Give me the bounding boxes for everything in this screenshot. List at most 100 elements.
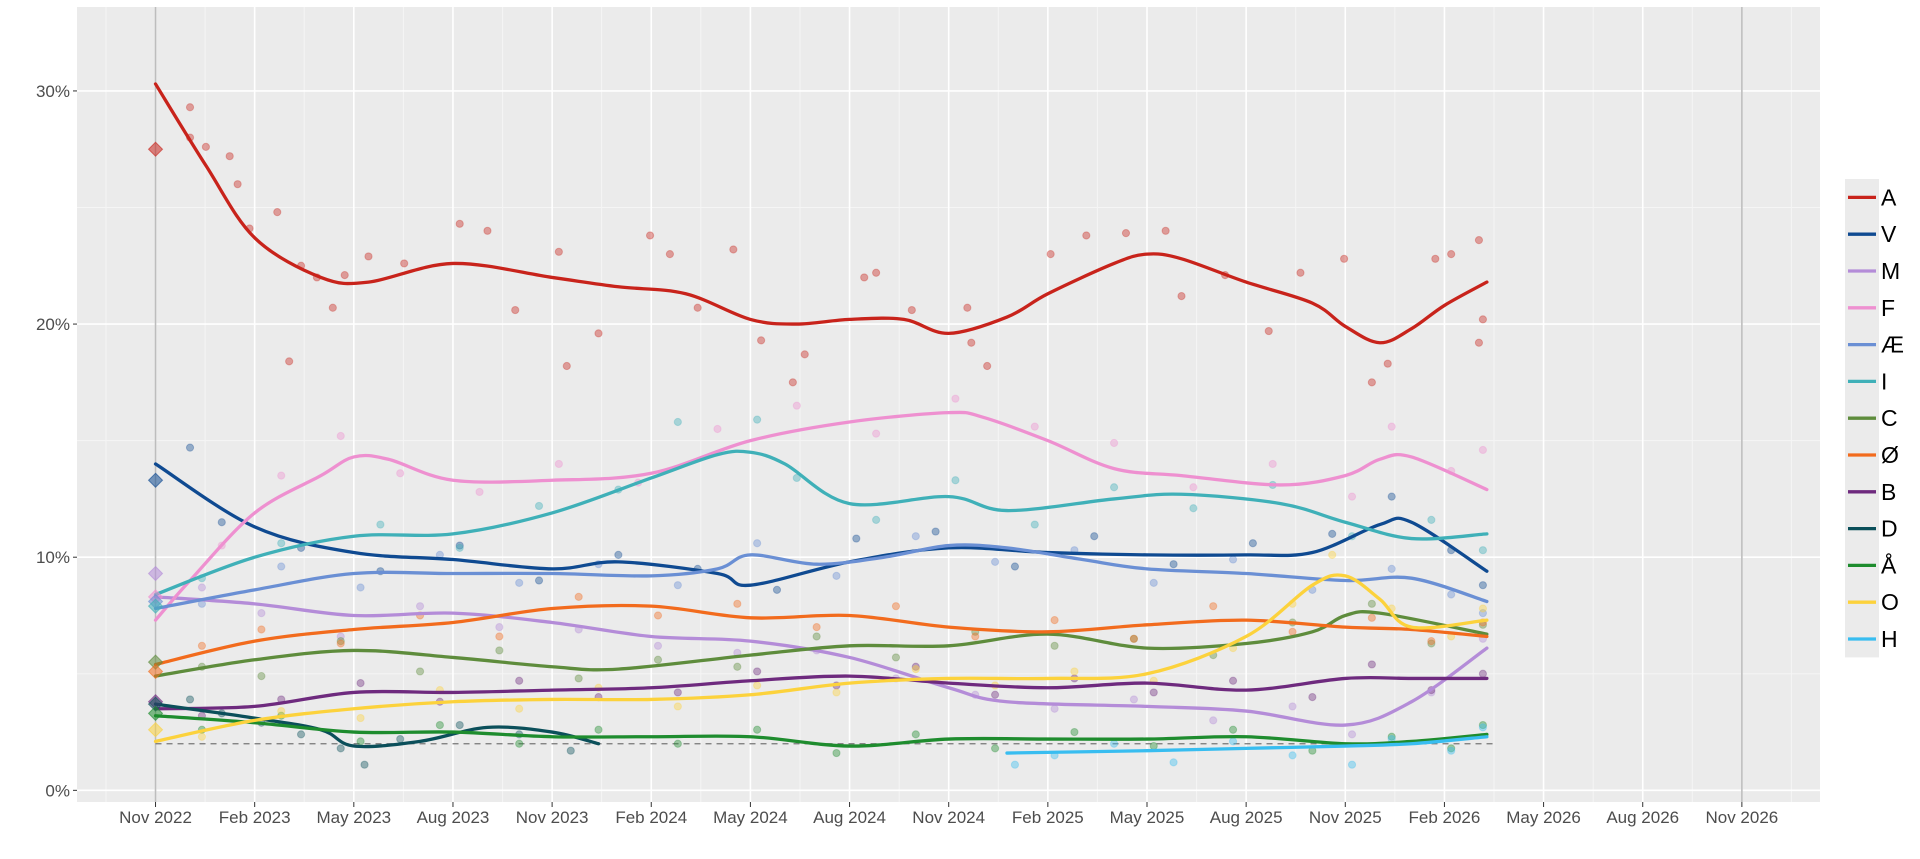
poll-point xyxy=(197,583,207,592)
poll-point xyxy=(753,681,762,690)
x-tick-label: Nov 2026 xyxy=(1705,808,1778,827)
poll-point xyxy=(872,515,881,525)
poll-point xyxy=(495,623,504,632)
poll-point xyxy=(1209,716,1218,725)
poll-point xyxy=(400,259,409,268)
poll-point xyxy=(1328,550,1337,559)
poll-point xyxy=(967,338,976,347)
poll-points-oe xyxy=(197,592,1488,650)
poll-point xyxy=(455,543,464,552)
poll-point xyxy=(1050,616,1059,625)
poll-point xyxy=(713,424,722,434)
poll-point xyxy=(336,632,345,641)
election-result-marker-aa xyxy=(147,705,164,722)
election-result-marker-a xyxy=(147,141,164,157)
poll-point xyxy=(1030,520,1039,529)
election-result-marker-m xyxy=(147,565,164,582)
poll-point xyxy=(534,501,544,511)
x-tick-label: May 2026 xyxy=(1506,808,1581,827)
poll-point xyxy=(693,303,702,312)
poll-point xyxy=(1347,760,1357,769)
poll-point xyxy=(673,581,682,590)
poll-point xyxy=(1447,590,1456,599)
trend-line-c xyxy=(153,610,1489,678)
poll-point xyxy=(911,730,920,739)
x-tick-label: Nov 2023 xyxy=(516,808,589,827)
poll-point xyxy=(566,746,575,755)
poll-point xyxy=(515,578,524,587)
poll-point xyxy=(1046,250,1055,259)
poll-point xyxy=(376,520,385,529)
axes: 0% 10% 20% 30% Nov 2022 Feb 2023 May 2023 Aug 2… xyxy=(36,82,1778,827)
poll-point xyxy=(1478,609,1488,618)
legend-label-m: M xyxy=(1881,258,1900,284)
poll-point xyxy=(336,431,345,441)
trend-line-f xyxy=(153,410,1489,622)
poll-point xyxy=(911,662,920,671)
trend-line-aa xyxy=(153,714,1489,748)
poll-point xyxy=(455,720,464,730)
poll-point xyxy=(1248,539,1257,548)
poll-point xyxy=(197,641,207,650)
poll-point xyxy=(356,583,365,592)
poll-point xyxy=(1189,504,1198,513)
poll-point xyxy=(1268,459,1277,469)
x-tick-label: Aug 2025 xyxy=(1210,808,1283,827)
trend-line-ae xyxy=(153,543,1489,611)
poll-point xyxy=(185,695,195,704)
poll-point xyxy=(201,142,210,151)
poll-point xyxy=(1030,422,1039,431)
poll-point xyxy=(911,532,920,541)
poll-point xyxy=(364,252,373,261)
poll-point xyxy=(753,667,762,676)
poll-point xyxy=(665,250,674,259)
poll-point xyxy=(872,429,881,438)
poll-point xyxy=(1149,741,1158,751)
poll-point xyxy=(455,219,464,228)
poll-point xyxy=(554,247,563,256)
poll-point xyxy=(1121,229,1131,238)
poll-point xyxy=(336,637,345,646)
poll-point xyxy=(1478,546,1488,555)
poll-point xyxy=(1288,627,1297,636)
poll-point xyxy=(356,713,365,723)
poll-point xyxy=(1308,692,1317,702)
x-tick-label: Aug 2023 xyxy=(417,808,490,827)
poll-point xyxy=(1367,599,1376,608)
poll-point xyxy=(753,415,762,424)
trend-line-o xyxy=(153,573,1489,744)
poll-point xyxy=(1478,669,1488,678)
poll-point xyxy=(296,730,306,739)
poll-point xyxy=(1367,660,1376,669)
poll-point xyxy=(415,667,425,676)
legend-label-f: F xyxy=(1881,295,1895,321)
poll-point xyxy=(1149,688,1158,697)
poll-point xyxy=(1177,291,1186,301)
y-tick-label: 10% xyxy=(36,548,70,567)
poll-point xyxy=(435,720,444,730)
poll-point xyxy=(1070,727,1079,737)
y-tick-label: 30% xyxy=(36,82,70,101)
x-tick-label: Nov 2024 xyxy=(912,808,985,827)
election-result-marker-oe xyxy=(147,663,164,680)
poll-point xyxy=(772,585,782,594)
y-tick-label: 20% xyxy=(36,315,70,334)
poll-point xyxy=(225,152,234,161)
poll-point xyxy=(733,599,742,608)
poll-point xyxy=(832,748,841,758)
poll-point xyxy=(340,271,349,280)
poll-point xyxy=(1387,422,1396,431)
poll-point xyxy=(653,611,663,620)
poll-point xyxy=(277,539,286,548)
x-tick-label: May 2025 xyxy=(1110,808,1185,827)
poll-point xyxy=(1387,732,1396,741)
poll-point xyxy=(1447,250,1456,259)
poll-point xyxy=(574,674,583,683)
poll-point xyxy=(285,357,294,366)
legend-label-i: I xyxy=(1881,368,1887,394)
poll-point xyxy=(1050,704,1059,713)
poll-point xyxy=(336,744,345,753)
poll-point xyxy=(495,632,504,641)
data-marks xyxy=(147,82,1489,769)
